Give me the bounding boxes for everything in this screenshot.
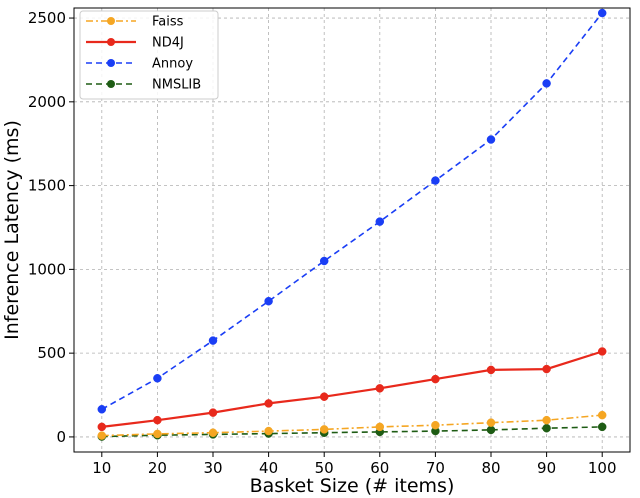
data-point [542, 415, 551, 425]
series-line [101, 426, 603, 438]
x-tick-label: 70 [426, 459, 445, 477]
x-tick-label: 80 [481, 459, 500, 477]
data-point [264, 296, 273, 306]
legend-frame [79, 10, 219, 100]
data-point [264, 399, 273, 408]
data-point [319, 256, 329, 266]
data-point [542, 364, 551, 374]
series-annoy [97, 8, 607, 414]
legend-label: NMSLIB [152, 78, 201, 93]
data-point [319, 392, 329, 401]
data-point [375, 217, 385, 226]
series-line [101, 414, 603, 437]
y-axis-label: Inference Latency (ms) [1, 120, 23, 340]
data-point [208, 336, 218, 345]
legend-label: ND4J [152, 36, 184, 51]
data-point [153, 374, 162, 383]
series-faiss [97, 410, 607, 440]
x-tick-label: 90 [537, 459, 556, 477]
x-tick-label: 100 [588, 459, 617, 477]
series-nd4j [97, 347, 607, 432]
x-axis-label: Basket Size (# items) [250, 475, 455, 497]
data-point [486, 135, 496, 144]
series-line [101, 350, 603, 428]
legend-entry-nmslib: NMSLIB [86, 78, 201, 93]
data-point [431, 176, 440, 185]
x-tick-label: 50 [315, 459, 334, 477]
data-point [431, 374, 440, 384]
data-point [486, 418, 496, 427]
y-tick-label: 2000 [28, 93, 66, 111]
data-point [542, 423, 551, 433]
y-tick-label: 1500 [28, 177, 66, 195]
legend-marker [107, 80, 115, 88]
data-point [597, 8, 607, 18]
plot-frame [73, 7, 631, 453]
data-point [208, 428, 218, 437]
ticks: 10 20 30 40 50 60 70 80 90 1000500100015002000250… [28, 9, 617, 477]
legend-marker [107, 17, 115, 25]
data-point [486, 365, 496, 375]
series-line [101, 12, 603, 410]
data-point [153, 415, 162, 425]
y-tick-label: 500 [37, 344, 66, 362]
data-point [153, 429, 162, 439]
legend-marker [107, 59, 115, 67]
legend-label: Annoy [152, 57, 193, 72]
y-tick-label: 2500 [28, 9, 66, 27]
series-layer [97, 8, 607, 441]
y-tick-label: 1000 [28, 260, 66, 278]
legend-entry-nd4j: ND4J [86, 36, 184, 51]
data-point [208, 408, 218, 417]
legend-entry-annoy: Annoy [86, 57, 193, 72]
data-point [319, 425, 329, 434]
x-tick-label: 60 [370, 459, 389, 477]
data-point [375, 422, 385, 432]
data-point [97, 422, 107, 432]
data-point [542, 79, 551, 88]
y-tick-label: 0 [56, 428, 66, 446]
legend-label: Faiss [152, 15, 184, 30]
x-tick-label: 10 [92, 459, 111, 477]
legend: Faiss ND4J Annoy NMSLIB [79, 10, 219, 100]
x-tick-label: 30 [203, 459, 222, 477]
x-tick-label: 20 [148, 459, 167, 477]
data-point [597, 422, 607, 432]
data-point [375, 384, 385, 393]
data-point [97, 431, 107, 440]
legend-marker [107, 38, 115, 46]
data-point [486, 425, 496, 435]
legend-entry-faiss: Faiss [86, 15, 184, 30]
data-point [597, 410, 607, 420]
data-point [431, 420, 440, 430]
data-point [97, 405, 107, 414]
data-point [264, 426, 273, 436]
series-nmslib [97, 422, 607, 441]
x-tick-label: 40 [259, 459, 278, 477]
data-point [597, 347, 607, 356]
